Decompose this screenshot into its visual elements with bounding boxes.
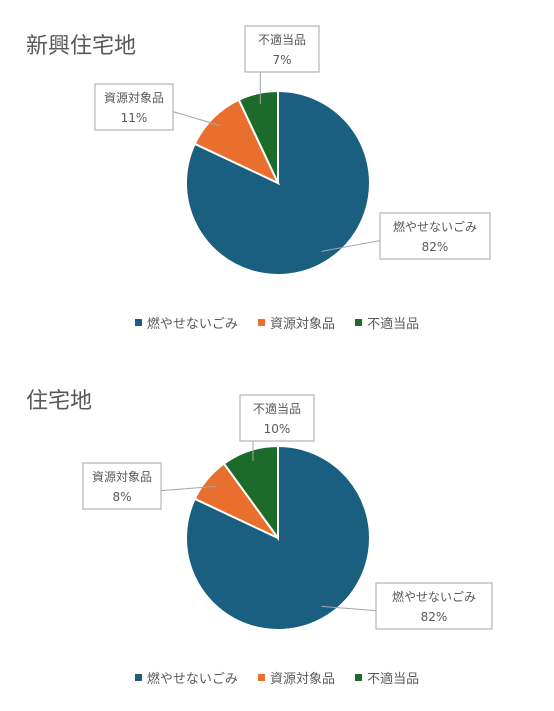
data-label-category: 不適当品 xyxy=(258,32,306,47)
data-label-category: 燃やせないごみ xyxy=(392,589,476,604)
legend-swatch xyxy=(355,319,363,326)
pie-slice-inappropriate xyxy=(237,89,279,184)
legend-swatch xyxy=(257,674,265,681)
legend-swatch xyxy=(257,319,265,326)
legend-label: 燃やせないごみ xyxy=(146,672,238,687)
legend-label: 不適当品 xyxy=(367,317,420,332)
data-label-box xyxy=(379,212,491,260)
legend-item-nonburnable: 燃やせないごみ xyxy=(134,668,238,687)
data-label-category: 資源対象品 xyxy=(104,91,164,105)
leader-line xyxy=(172,111,221,127)
legend-label: 燃やせないごみ xyxy=(146,317,238,332)
data-label-value: 82% xyxy=(421,610,448,624)
chart-legend: 燃やせないごみ 資源対象品 不適当品 xyxy=(0,668,554,687)
legend-label: 資源対象品 xyxy=(269,672,335,687)
legend-item-nonburnable: 燃やせないごみ xyxy=(134,313,238,332)
legend-item-recyclable: 資源対象品 xyxy=(257,313,335,332)
data-label-box xyxy=(94,83,174,131)
data-label-box xyxy=(239,394,315,442)
pie-slice-nonburnable xyxy=(185,444,371,631)
data-label-value: 10% xyxy=(264,422,291,436)
data-label-category: 資源対象品 xyxy=(92,470,152,484)
data-label-box xyxy=(375,582,493,630)
legend-item-inappropriate: 不適当品 xyxy=(355,313,419,332)
pie-plot: 燃やせないごみ 82% 資源対象品 11% 不適当品 7% xyxy=(94,25,491,276)
data-label-value: 8% xyxy=(112,490,131,504)
chart-title: 住宅地 xyxy=(26,389,93,414)
data-label-box xyxy=(244,25,320,73)
data-label-category: 燃やせないごみ xyxy=(393,219,477,234)
legend-item-inappropriate: 不適当品 xyxy=(355,668,419,687)
data-label-box xyxy=(82,462,162,510)
chart-legend: 燃やせないごみ 資源対象品 不適当品 xyxy=(0,313,554,332)
legend-label: 不適当品 xyxy=(367,672,420,687)
leader-line xyxy=(321,240,381,252)
pie-slice-inappropriate xyxy=(222,444,279,542)
leader-line xyxy=(160,485,216,492)
pie-plot: 燃やせないごみ 82% 資源対象品 8% 不適当品 10% xyxy=(82,394,493,631)
legend-swatch xyxy=(134,319,142,326)
data-label-category: 不適当品 xyxy=(253,401,301,416)
chart-title: 新興住宅地 xyxy=(26,34,137,59)
leader-line xyxy=(321,605,377,612)
pie-slice-nonburnable xyxy=(185,89,371,276)
data-label-value: 11% xyxy=(121,111,148,125)
legend-item-recyclable: 資源対象品 xyxy=(257,668,335,687)
pie-chart-residential: 住宅地 燃やせないごみ 82% 資源対象品 8% 不適当品 10% 燃やせないごみ 資源対… xyxy=(0,355,554,710)
legend-swatch xyxy=(134,674,142,681)
data-label-value: 82% xyxy=(422,240,449,254)
pie-chart-new-residential: 新興住宅地 燃やせないごみ 82% 資源対象品 11% 不適当品 7% 燃やせないごみ 資… xyxy=(0,0,554,355)
legend-swatch xyxy=(355,674,363,681)
data-label-value: 7% xyxy=(272,53,291,67)
legend-label: 資源対象品 xyxy=(269,317,335,332)
